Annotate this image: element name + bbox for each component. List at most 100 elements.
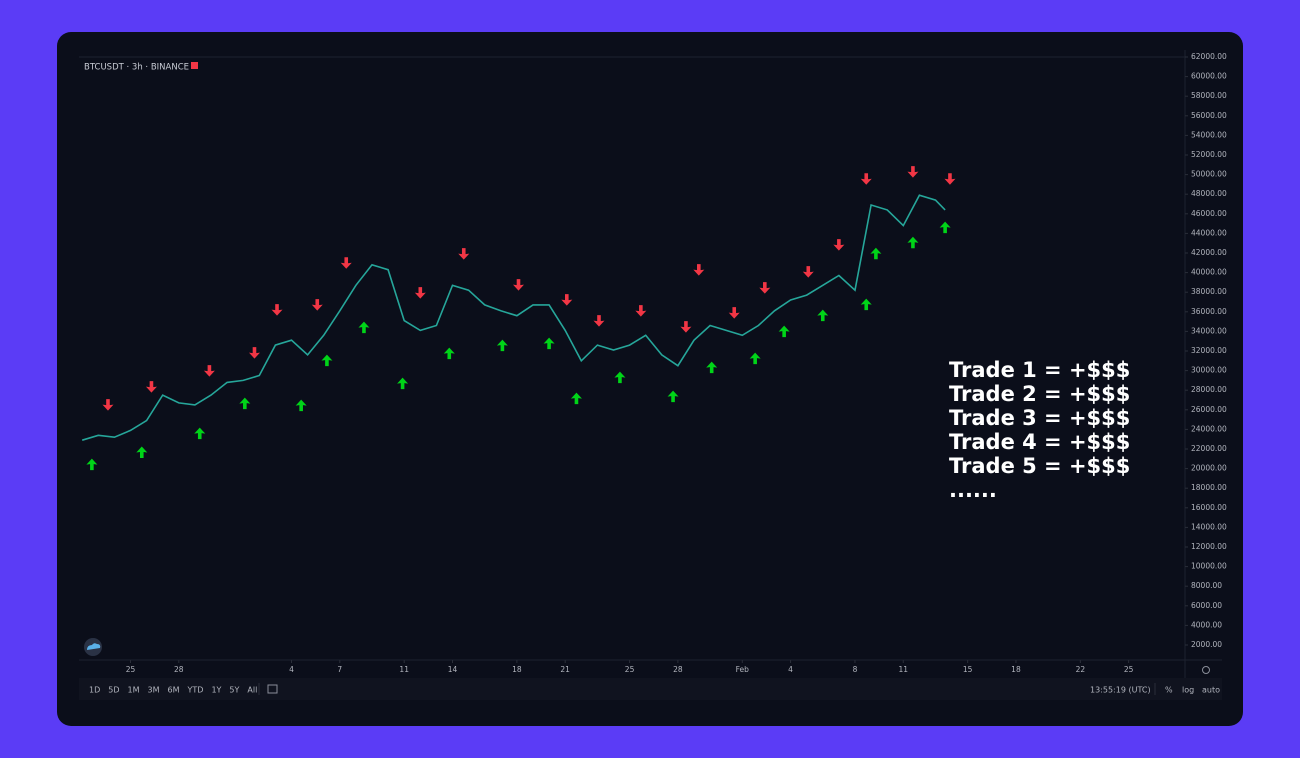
y-tick-label: 14000.00 bbox=[1191, 522, 1227, 531]
y-tick-label: 50000.00 bbox=[1191, 170, 1227, 179]
sell-arrow bbox=[561, 294, 573, 306]
sell-arrow bbox=[271, 304, 283, 316]
sell-arrow bbox=[593, 315, 605, 327]
y-tick-label: 54000.00 bbox=[1191, 130, 1227, 139]
y-tick-label: 36000.00 bbox=[1191, 307, 1227, 316]
y-tick-label: 20000.00 bbox=[1191, 464, 1227, 473]
x-tick-label: 28 bbox=[673, 665, 683, 674]
range-button[interactable]: 6M bbox=[168, 686, 180, 695]
y-tick-label: 60000.00 bbox=[1191, 72, 1227, 81]
y-tick-label: 48000.00 bbox=[1191, 189, 1227, 198]
x-tick-label: 18 bbox=[512, 665, 522, 674]
sell-arrow bbox=[907, 166, 919, 178]
buy-arrow bbox=[443, 347, 455, 360]
range-button[interactable]: 5Y bbox=[229, 686, 239, 695]
trade-line: Trade 4 = +$$$ bbox=[949, 430, 1130, 454]
sell-arrow bbox=[145, 381, 157, 393]
y-tick-label: 34000.00 bbox=[1191, 326, 1227, 335]
buy-arrow bbox=[239, 397, 251, 410]
sell-arrow bbox=[458, 248, 470, 260]
scale-option[interactable]: % bbox=[1165, 686, 1173, 695]
x-tick-label: 25 bbox=[625, 665, 635, 674]
range-button[interactable]: 5D bbox=[108, 686, 119, 695]
sell-arrow bbox=[728, 307, 740, 319]
buy-arrow bbox=[194, 427, 206, 440]
trade-line: Trade 2 = +$$$ bbox=[949, 382, 1130, 406]
y-tick-label: 6000.00 bbox=[1191, 601, 1222, 610]
y-tick-label: 18000.00 bbox=[1191, 483, 1227, 492]
buy-arrow bbox=[321, 354, 333, 367]
buy-arrow bbox=[817, 309, 829, 322]
flag-icon[interactable] bbox=[191, 62, 198, 69]
sell-arrow bbox=[759, 282, 771, 294]
buy-arrow bbox=[749, 352, 761, 365]
sell-arrow bbox=[311, 299, 323, 311]
y-tick-label: 44000.00 bbox=[1191, 228, 1227, 237]
compare-icon[interactable] bbox=[267, 684, 278, 694]
x-tick-label: 18 bbox=[1011, 665, 1021, 674]
x-tick-label: 4 bbox=[788, 665, 793, 674]
sell-arrow bbox=[414, 287, 426, 299]
sell-arrow bbox=[802, 266, 814, 278]
sell-arrow bbox=[693, 264, 705, 276]
y-tick-label: 56000.00 bbox=[1191, 111, 1227, 120]
buy-arrow bbox=[86, 458, 98, 471]
buy-arrow bbox=[939, 221, 951, 234]
x-tick-label: 4 bbox=[289, 665, 294, 674]
sell-arrow bbox=[340, 257, 352, 269]
y-tick-label: 24000.00 bbox=[1191, 424, 1227, 433]
sell-arrow bbox=[248, 347, 260, 359]
price-line bbox=[81, 194, 946, 441]
y-tick-label: 2000.00 bbox=[1191, 640, 1222, 649]
x-tick-label: 28 bbox=[174, 665, 184, 674]
buy-arrow bbox=[907, 236, 919, 249]
y-tick-label: 52000.00 bbox=[1191, 150, 1227, 159]
x-tick-label: 11 bbox=[399, 665, 409, 674]
trade-line: Trade 3 = +$$$ bbox=[949, 406, 1130, 430]
sell-arrow bbox=[635, 305, 647, 317]
trade-line: Trade 1 = +$$$ bbox=[949, 358, 1130, 382]
x-tick-label: 25 bbox=[1124, 665, 1134, 674]
y-tick-label: 28000.00 bbox=[1191, 385, 1227, 394]
buy-arrow bbox=[543, 337, 555, 350]
scale-option[interactable]: log bbox=[1182, 686, 1194, 695]
sell-arrow bbox=[513, 279, 525, 291]
settings-icon[interactable] bbox=[1202, 666, 1210, 674]
x-tick-label: 8 bbox=[853, 665, 858, 674]
range-button[interactable]: 1D bbox=[89, 686, 100, 695]
buy-arrow bbox=[358, 321, 370, 334]
y-tick-label: 30000.00 bbox=[1191, 366, 1227, 375]
buy-arrow bbox=[614, 371, 626, 384]
x-tick-label: 7 bbox=[337, 665, 342, 674]
y-tick-label: 4000.00 bbox=[1191, 620, 1222, 629]
y-tick-label: 8000.00 bbox=[1191, 581, 1222, 590]
range-button[interactable]: 3M bbox=[148, 686, 160, 695]
buy-arrow bbox=[870, 247, 882, 260]
y-tick-label: 12000.00 bbox=[1191, 542, 1227, 551]
range-button[interactable]: 1M bbox=[128, 686, 140, 695]
buy-arrow bbox=[496, 339, 508, 352]
x-tick-label: 14 bbox=[448, 665, 458, 674]
y-tick-label: 32000.00 bbox=[1191, 346, 1227, 355]
y-tick-label: 42000.00 bbox=[1191, 248, 1227, 257]
buy-arrow bbox=[397, 377, 409, 390]
y-tick-label: 10000.00 bbox=[1191, 562, 1227, 571]
x-tick-label: 22 bbox=[1076, 665, 1086, 674]
y-tick-label: 16000.00 bbox=[1191, 503, 1227, 512]
x-tick-label: 15 bbox=[963, 665, 973, 674]
trade-line: ...... bbox=[949, 478, 997, 502]
range-button[interactable]: YTD bbox=[187, 686, 204, 695]
sell-arrow bbox=[833, 239, 845, 251]
buy-arrow bbox=[860, 298, 872, 311]
buy-arrow bbox=[778, 325, 790, 338]
buy-arrow bbox=[570, 392, 582, 405]
range-button[interactable]: 1Y bbox=[211, 686, 221, 695]
trade-line: Trade 5 = +$$$ bbox=[949, 454, 1130, 478]
range-button[interactable]: All bbox=[247, 686, 257, 695]
y-tick-label: 22000.00 bbox=[1191, 444, 1227, 453]
buy-arrow bbox=[706, 361, 718, 374]
logo-cloud bbox=[87, 643, 101, 650]
scale-option[interactable]: auto bbox=[1202, 686, 1220, 695]
